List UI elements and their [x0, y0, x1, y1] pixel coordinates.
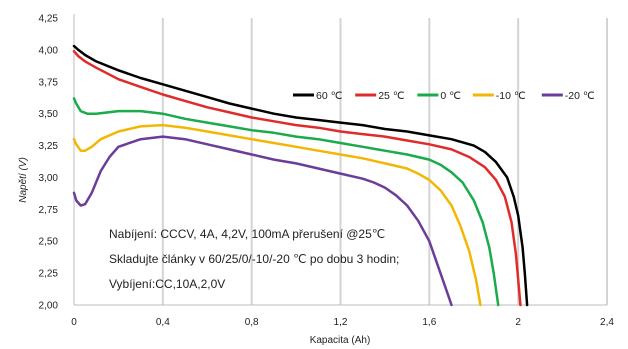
series-line [72, 135, 453, 307]
y-tick-label: 2,25 [39, 269, 59, 280]
x-tick-label: 0,8 [245, 317, 259, 328]
y-tick-label: 3,00 [39, 173, 59, 184]
series-line [72, 97, 500, 307]
series-line [72, 49, 522, 307]
annotation-charging: Nabíjení: CCCV, 4A, 4,2V, 100mA přerušen… [109, 227, 385, 241]
x-tick-label: 1,6 [422, 317, 436, 328]
grid [161, 18, 608, 305]
annotation-storage: Skladujte články v 60/25/0/-10/-20 ℃ po … [109, 252, 399, 266]
legend-label: 0 ℃ [440, 90, 461, 102]
x-tick-label: 2 [515, 317, 521, 328]
legend-label: 60 ℃ [316, 90, 343, 102]
y-tick-label: 2,75 [39, 205, 59, 216]
series-line [72, 44, 529, 307]
legend: 60 ℃ 25 ℃ 0 ℃ -10 ℃ -20 ℃ [293, 90, 595, 102]
y-tick-label: 3,75 [39, 77, 59, 88]
series-lines [72, 44, 529, 307]
y-tick-label: 2,50 [39, 237, 59, 248]
legend-label: -10 ℃ [496, 90, 526, 102]
tick-labels: 0 0,4 0,8 1,2 1,6 2 2,4 2,00 2,25 2,50 2,75 3,00 3,2… [39, 14, 615, 329]
x-tick-label: 0,4 [156, 317, 170, 328]
y-tick-label: 2,00 [39, 301, 59, 312]
x-tick-label: 0 [71, 317, 77, 328]
y-tick-label: 4,00 [39, 45, 59, 56]
series-line [72, 123, 482, 307]
x-tick-label: 2,4 [600, 317, 614, 328]
x-tick-label: 1,2 [334, 317, 348, 328]
y-tick-label: 4,25 [39, 14, 59, 25]
annotation-discharge: Vybíjení:CC,10A,2,0V [109, 277, 225, 291]
legend-label: -20 ℃ [565, 90, 595, 102]
y-tick-label: 3,50 [39, 109, 59, 120]
y-axis-label: Napětí (V) [18, 157, 29, 203]
x-axis-label: Kapacita (Ah) [310, 335, 371, 346]
axes [73, 14, 607, 306]
legend-label: 25 ℃ [378, 90, 405, 102]
y-tick-label: 3,25 [39, 141, 59, 152]
